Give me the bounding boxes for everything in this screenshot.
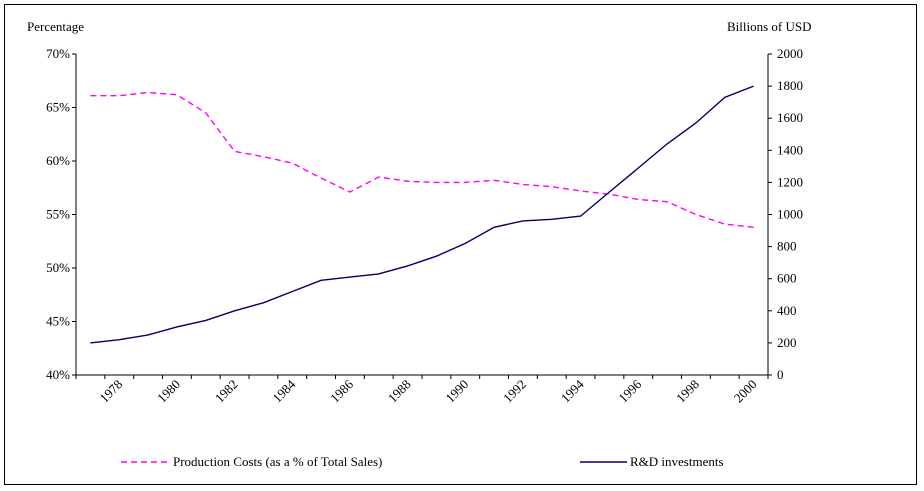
x-tick-label: 1980 [154,377,183,406]
right-tick-label: 800 [777,239,797,254]
legend: Production Costs (as a % of Total Sales)… [121,454,724,469]
x-tick-label: 1998 [673,377,702,406]
line-chart: Percentage Billions of USD 40% 45% 50% 55% 6… [27,19,812,469]
x-tick-label: 1982 [212,377,241,406]
left-tick-label: 40% [46,367,70,382]
x-tick-label: 1984 [269,376,298,405]
left-tick-label: 65% [46,100,70,115]
left-tick-label: 70% [46,46,70,61]
x-tick-label: 2000 [731,377,760,406]
right-tick-label: 200 [777,335,797,350]
right-tick-label: 400 [777,303,797,318]
left-axis-title: Percentage [27,19,84,34]
right-tick-label: 1600 [777,110,803,125]
left-tick-label: 55% [46,207,70,222]
x-tick-label: 1996 [615,376,644,405]
right-tick-label: 1800 [777,78,803,93]
series-layer [90,85,754,344]
series-line-rd-investments [90,85,754,344]
series-line-production-costs [90,91,754,228]
legend-label-rd-investments: R&D investments [630,454,724,469]
right-axis-title: Billions of USD [727,19,812,34]
left-tick-label: 60% [46,153,70,168]
right-tick-label: 1200 [777,174,803,189]
right-tick-label: 2000 [777,46,803,61]
axes: 40% 45% 50% 55% 60% 65% 70% 0 200 400 600 800 1000 12… [46,46,803,406]
right-tick-label: 0 [777,367,784,382]
right-tick-label: 1000 [777,207,803,222]
x-tick-label: 1994 [558,376,587,405]
legend-label-production-costs: Production Costs (as a % of Total Sales) [173,454,382,469]
left-tick-label: 45% [46,314,70,329]
x-tick-label: 1986 [327,376,356,405]
x-tick-label: 1992 [500,377,529,406]
x-tick-label: 1990 [442,377,471,406]
x-tick-label: 1978 [96,377,125,406]
right-tick-label: 1400 [777,142,803,157]
x-tick-label: 1988 [385,377,414,406]
chart-frame: Percentage Billions of USD 40% 45% 50% 55% 6… [4,4,917,485]
left-tick-label: 50% [46,260,70,275]
right-tick-label: 600 [777,271,797,286]
